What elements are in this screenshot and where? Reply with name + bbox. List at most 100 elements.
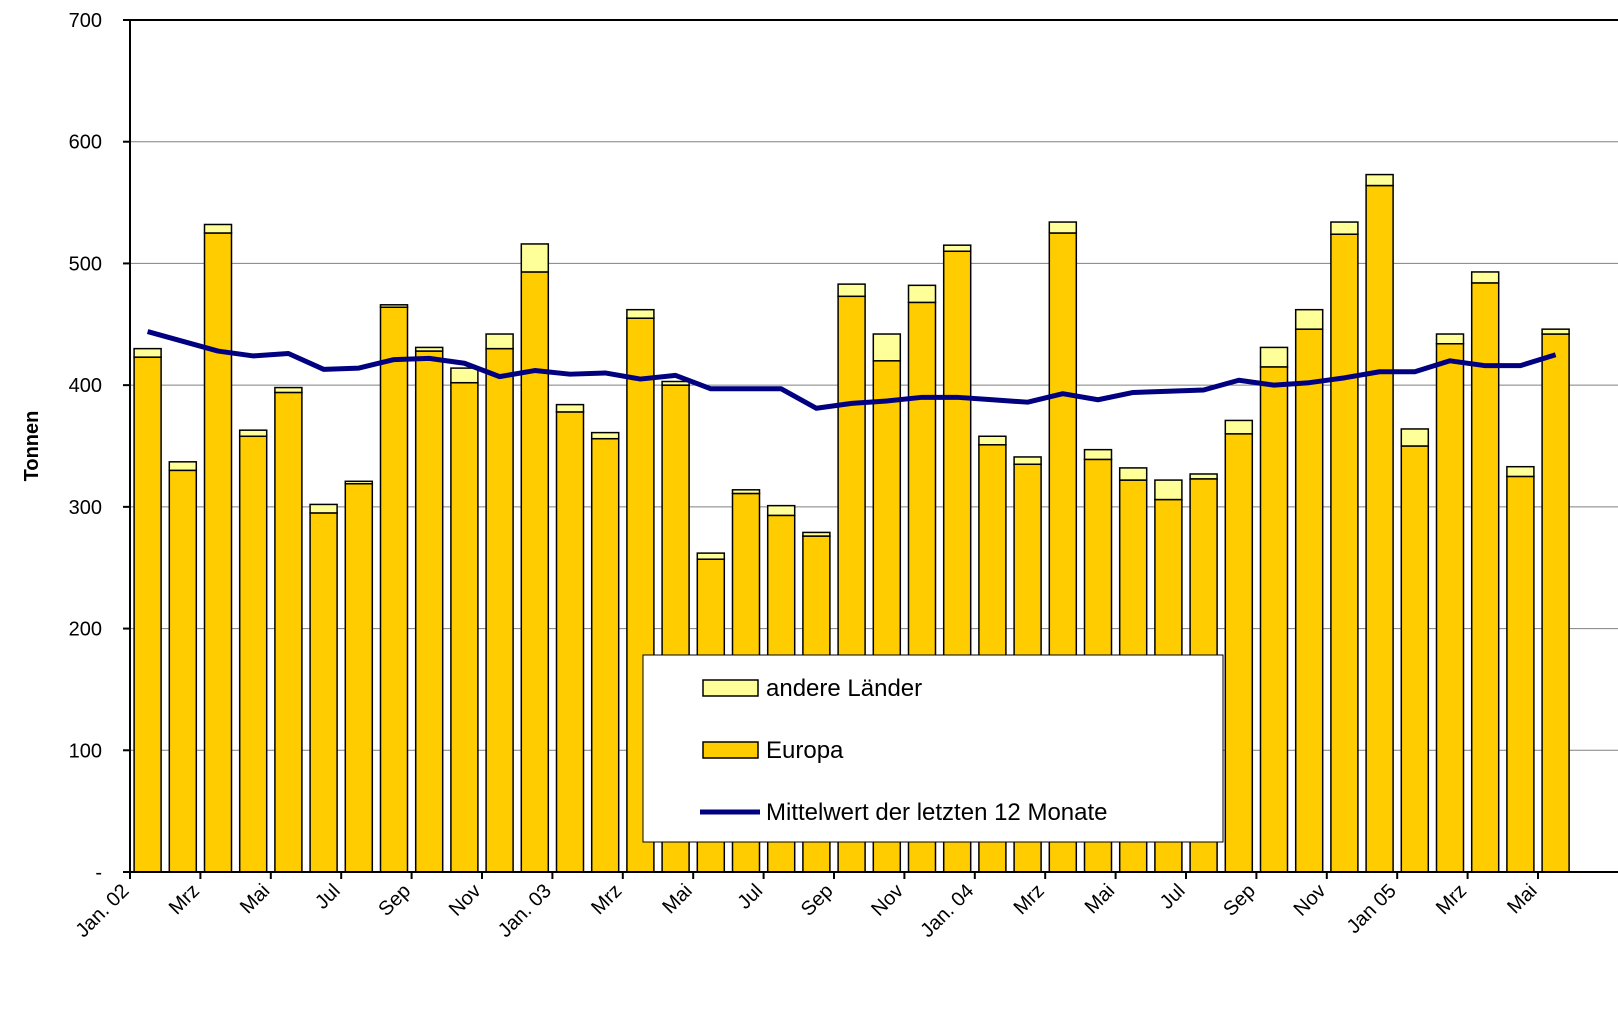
bar-segment: [379, 304, 409, 308]
bar-segment: [485, 333, 514, 350]
bar-segment: [1365, 184, 1394, 873]
legend: andere Länder Europa Mittelwert der letzte…: [642, 654, 1224, 843]
bar-segment: [274, 391, 303, 873]
x-tick-label: Jul: [733, 880, 767, 914]
y-tick-label: 400: [69, 375, 102, 397]
bar-segment: [203, 232, 233, 873]
bar-segment: [661, 380, 690, 386]
bar-segment: [1189, 473, 1218, 480]
bar-segment: [274, 386, 303, 394]
bar-segment: [1048, 221, 1078, 234]
y-tick-label: 500: [69, 253, 102, 275]
bar-segment: [590, 431, 620, 440]
bar-segment: [555, 411, 585, 873]
x-tick-label: Jan 05: [1343, 880, 1401, 938]
y-tick-label: 100: [69, 740, 102, 762]
bar-segment: [309, 503, 338, 514]
bar-segment: [238, 435, 268, 873]
bar-segment: [1541, 333, 1570, 873]
bar-segment: [1470, 271, 1500, 284]
bar-segment: [414, 346, 444, 352]
bar-segment: [590, 437, 620, 873]
y-tick-label: 200: [69, 619, 102, 641]
bar-segment: [1400, 428, 1430, 447]
bar-segment: [696, 552, 726, 560]
bar-segment: [766, 504, 796, 517]
x-tick-label: Jan. 04: [916, 880, 978, 942]
bar-segment: [379, 306, 409, 873]
bar-segment: [555, 403, 585, 413]
y-axis-title: Tonnen: [21, 411, 43, 482]
bar-segment: [1013, 456, 1042, 466]
bar-segment: [238, 429, 268, 438]
bar-segment: [1154, 479, 1183, 501]
average-line: [146, 329, 1557, 411]
legend-label: Mittelwert der letzten 12 Monate: [766, 799, 1108, 826]
x-tick-label: Nov: [867, 880, 908, 921]
x-tick-label: Mai: [1081, 880, 1119, 918]
bar-segment: [1435, 343, 1465, 873]
x-tick-label: Jan. 03: [494, 880, 556, 942]
bar-segment: [1506, 475, 1535, 873]
x-tick-label: Sep: [374, 880, 415, 921]
bar-segment: [1470, 282, 1500, 873]
x-tick-label: Nov: [445, 880, 486, 921]
bar-segment: [1294, 308, 1324, 330]
bar-segment: [837, 283, 866, 298]
y-tick-label: 700: [69, 10, 102, 32]
bar-segment: [942, 244, 972, 253]
bar-segment: [309, 512, 338, 873]
bar-segment: [1330, 221, 1359, 235]
bar-segment: [1083, 448, 1113, 461]
x-tick-label: Nov: [1290, 880, 1331, 921]
bar-segment: [731, 489, 761, 495]
x-tick-label: Jul: [311, 880, 345, 914]
x-tick-label: Mai: [658, 880, 696, 918]
bar-segment: [1365, 173, 1394, 187]
bar-segment: [907, 284, 937, 304]
x-tick-label: Mai: [1503, 880, 1541, 918]
bar-segment: [414, 350, 444, 873]
bar-segment: [1400, 445, 1430, 873]
y-tick-label: 300: [69, 497, 102, 519]
bar-segment: [1224, 433, 1254, 873]
legend-label: andere Länder: [766, 675, 922, 702]
bar-segment: [450, 367, 479, 384]
y-tick-label: -: [95, 862, 102, 884]
x-tick-label: Mrz: [1432, 880, 1471, 919]
y-tick-label: 600: [69, 132, 102, 154]
bar-segment: [1118, 467, 1148, 481]
legend-swatch: [702, 741, 759, 759]
x-tick-label: Mrz: [587, 880, 626, 919]
legend-swatch: [702, 679, 759, 697]
bar-segment: [168, 461, 198, 472]
bar-segment: [133, 356, 162, 873]
bar-segment: [1259, 346, 1289, 368]
bar-segment: [344, 482, 374, 873]
bar-segment: [450, 381, 479, 873]
bar-segment: [520, 271, 550, 873]
bar-segment: [1224, 419, 1254, 435]
bar-segment: [1506, 465, 1535, 478]
bar-segment: [168, 469, 198, 873]
x-tick-label: Sep: [797, 880, 838, 921]
bar-segment: [344, 480, 374, 485]
legend-label: Europa: [766, 737, 844, 764]
bar-segment: [872, 333, 902, 362]
bar-segment: [978, 435, 1007, 446]
bar-segment: [133, 347, 162, 358]
x-tick-label: Mrz: [1010, 880, 1049, 919]
x-tick-label: Mai: [236, 880, 274, 918]
bar-segment: [802, 531, 831, 537]
bar-segment: [485, 347, 514, 873]
bar-segment: [1541, 328, 1570, 335]
x-tick-label: Sep: [1219, 880, 1260, 921]
bar-segment: [520, 243, 550, 273]
x-tick-label: Jul: [1156, 880, 1190, 914]
bar-segment: [1294, 328, 1324, 873]
bar-segment: [203, 223, 233, 234]
bar-segment: [626, 308, 655, 319]
x-tick-label: Jan. 02: [72, 880, 134, 942]
